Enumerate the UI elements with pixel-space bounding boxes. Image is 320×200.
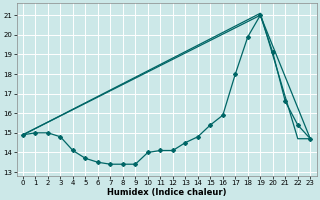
- X-axis label: Humidex (Indice chaleur): Humidex (Indice chaleur): [107, 188, 226, 197]
